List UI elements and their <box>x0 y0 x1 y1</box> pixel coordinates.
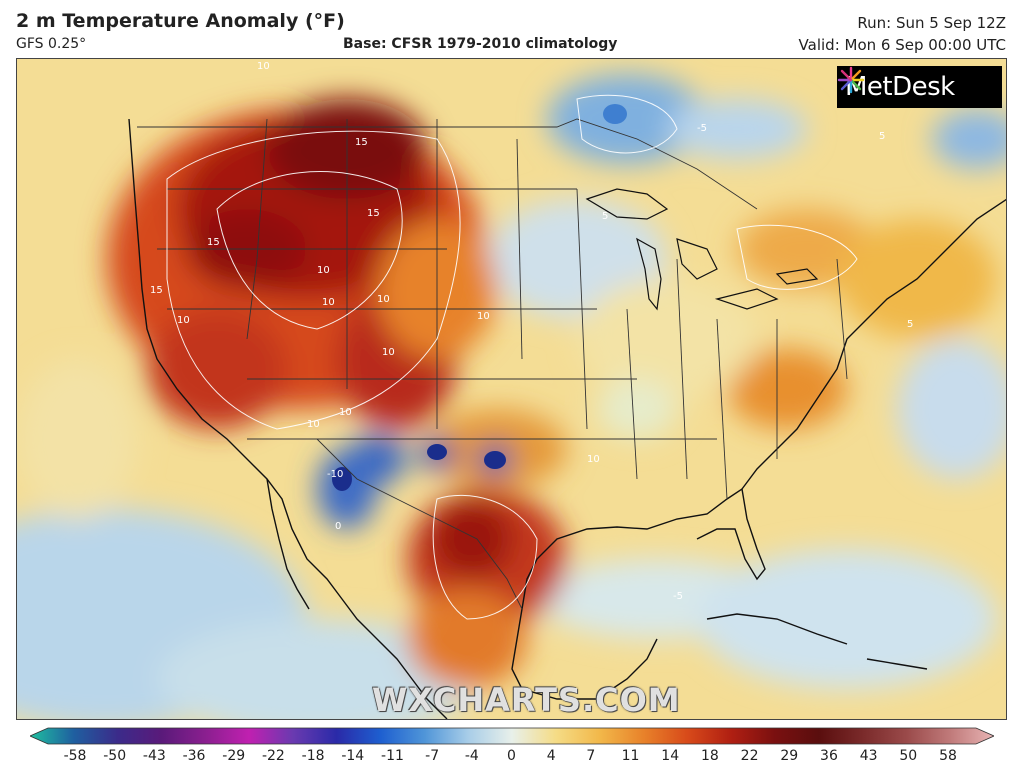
colorbar-tick-label: -22 <box>261 748 285 764</box>
colorbar-tick-label: -4 <box>464 748 479 764</box>
contour-label: 10 <box>339 407 352 418</box>
colorbar-tick-label: -18 <box>301 748 325 764</box>
colorbar-tick-label: 7 <box>586 748 596 764</box>
contour-label: 0 <box>335 521 341 532</box>
colorbar-tick-label: 29 <box>780 748 799 764</box>
colorbar-tick-label: 58 <box>939 748 957 764</box>
colorbar-tick-label: -43 <box>142 748 166 764</box>
metdesk-logo-icon <box>837 66 865 94</box>
contour-label: 5 <box>907 319 913 330</box>
colorbar-tick-label: -7 <box>425 748 440 764</box>
political-borders <box>137 118 848 610</box>
colorbar-tick-label: -29 <box>222 748 246 764</box>
contour-label: 10 <box>382 347 395 358</box>
contour-label: -5 <box>697 123 707 134</box>
colorbar-tick-label: 18 <box>700 748 719 764</box>
metdesk-logo-text: MetDesk <box>845 72 955 102</box>
colorbar-ticks: -58 -50 -43 -36 -29 -22 -18 -14 -11 -7 -4 0 4 7 11 14 18… <box>0 748 1024 770</box>
colorbar-tick-label: -50 <box>103 748 127 764</box>
contour-label: 10 <box>317 265 330 276</box>
colorbar-tick-label: 11 <box>621 748 640 764</box>
climatology-base-label: Base: CFSR 1979-2010 climatology <box>343 36 618 52</box>
contour-label: 15 <box>367 208 380 219</box>
colorbar-strip <box>30 727 994 745</box>
contour-label: 5 <box>602 211 608 222</box>
contour-label: 5 <box>879 131 885 142</box>
valid-time-label: Valid: Mon 6 Sep 00:00 UTC <box>798 36 1006 54</box>
contour-lines <box>166 94 858 620</box>
model-label: GFS 0.25° <box>16 36 87 52</box>
colorbar <box>30 727 994 745</box>
run-time-label: Run: Sun 5 Sep 12Z <box>857 14 1006 32</box>
metdesk-logo: MetDesk <box>837 66 1002 108</box>
contour-label: 10 <box>477 311 490 322</box>
colorbar-tick-label: 4 <box>546 748 556 764</box>
contour-label: -5 <box>673 591 683 602</box>
contour-label: 10 <box>257 61 270 72</box>
contour-label: 15 <box>355 137 368 148</box>
colorbar-tick-label: -14 <box>341 748 365 764</box>
colorbar-tick-label: 0 <box>507 748 516 764</box>
contour-label: 10 <box>587 454 600 465</box>
contour-labels: 15 15 15 15 10 10 10 10 10 10 10 10 10 1… <box>150 61 913 602</box>
colorbar-tick-label: 43 <box>859 748 878 764</box>
colorbar-tick-label: 50 <box>899 748 918 764</box>
great-lakes <box>585 188 819 311</box>
contour-label: -10 <box>327 469 343 480</box>
colorbar-tick-label: 36 <box>820 748 838 764</box>
contour-label: 10 <box>377 294 390 305</box>
colorbar-tick-label: 14 <box>661 748 680 764</box>
anomaly-map: 15 15 15 15 10 10 10 10 10 10 10 10 10 1… <box>16 58 1007 720</box>
colorbar-tick-label: 22 <box>740 748 759 764</box>
wxcharts-watermark: WXCHARTS.COM <box>372 681 681 719</box>
cold-cores <box>332 104 627 491</box>
colorbar-tick-label: -36 <box>182 748 206 764</box>
contour-label: 10 <box>307 419 320 430</box>
chart-title: 2 m Temperature Anomaly (°F) <box>16 10 345 32</box>
contour-label: 15 <box>150 285 163 296</box>
contour-label: 15 <box>207 237 220 248</box>
contour-label: 10 <box>322 297 335 308</box>
map-canvas: 15 15 15 15 10 10 10 10 10 10 10 10 10 1… <box>17 59 1006 719</box>
contour-label: 10 <box>177 315 190 326</box>
colorbar-tick-label: -58 <box>63 748 87 764</box>
colorbar-tick-label: -11 <box>381 748 404 764</box>
